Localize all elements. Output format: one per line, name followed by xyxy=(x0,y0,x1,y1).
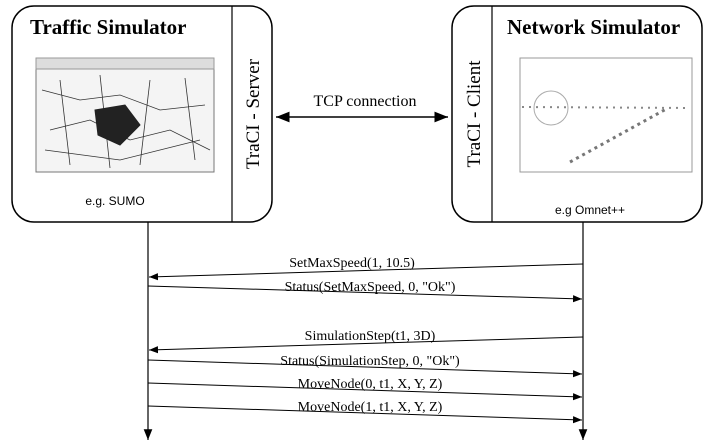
sumo-screenshot xyxy=(36,58,214,172)
side-label: TraCI - Client xyxy=(464,60,485,168)
message-label: Status(SetMaxSpeed, 0, "Ok") xyxy=(285,280,456,295)
message-label: SimulationStep(t1, 3D) xyxy=(305,329,436,344)
box-title: Network Simulator xyxy=(507,15,680,39)
diagram: Traffic Simulator e.g. SUMO TraCI - Serv… xyxy=(0,0,708,444)
message-label: MoveNode(0, t1, X, Y, Z) xyxy=(298,377,443,392)
example-label: e.g Omnet++ xyxy=(555,203,625,217)
example-label: e.g. SUMO xyxy=(85,194,144,208)
side-label: TraCI - Server xyxy=(243,58,264,169)
message-label: SetMaxSpeed(1, 10.5) xyxy=(289,256,415,271)
box-title: Traffic Simulator xyxy=(30,15,187,39)
omnet-screenshot xyxy=(520,58,692,172)
message-label: MoveNode(1, t1, X, Y, Z) xyxy=(298,400,443,415)
connection-label: TCP connection xyxy=(314,93,417,110)
message-label: Status(SimulationStep, 0, "Ok") xyxy=(280,354,460,369)
